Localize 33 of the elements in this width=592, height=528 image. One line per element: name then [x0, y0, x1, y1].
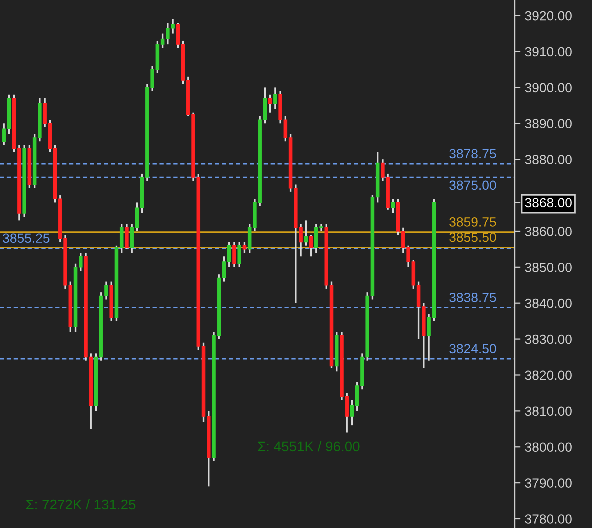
ref-line-label: 3855.25	[3, 234, 50, 244]
ref-line-label: 3878.75	[450, 149, 496, 159]
y-tick-label: 3890.00	[525, 119, 572, 129]
candlestick	[268, 94, 272, 114]
y-tick-label: 3850.00	[525, 262, 572, 272]
y-tick-label: 3920.00	[525, 11, 572, 21]
candlestick	[391, 198, 396, 214]
ref-line-label: 3875.00	[450, 180, 496, 190]
annotation: Σ: 7272K / 131.25	[26, 499, 136, 510]
y-tick-label: 3868.00	[525, 198, 572, 208]
ref-line-label: 3838.75	[450, 293, 496, 302]
candlestick	[242, 241, 247, 254]
candlestick	[125, 223, 129, 250]
y-tick-label: 3780.00	[525, 514, 572, 524]
y-tick-label: 3910.00	[525, 47, 572, 57]
y-tick-label: 3840.00	[525, 298, 572, 308]
y-tick-label: 3830.00	[525, 334, 572, 344]
candlestick	[304, 220, 308, 247]
y-tick-label: 3880.00	[525, 155, 572, 164]
y-tick-label: 3820.00	[525, 370, 572, 380]
y-tick-label: 3900.00	[525, 83, 572, 93]
candlestick	[232, 241, 236, 268]
candlestick	[309, 234, 314, 258]
y-tick-label: 3860.00	[525, 227, 572, 236]
y-tick-label: 3800.00	[525, 442, 572, 452]
y-tick-label: 3810.00	[525, 406, 572, 416]
annotation: Σ: 4551K / 96.00	[258, 441, 360, 452]
ref-line-label: 3855.50	[450, 232, 496, 242]
candlestick	[274, 86, 278, 110]
ref-line-label: 3859.75	[450, 218, 496, 227]
ref-line-label: 3824.50	[450, 344, 496, 354]
candlestick	[238, 241, 242, 268]
y-tick-label: 3790.00	[525, 478, 572, 488]
